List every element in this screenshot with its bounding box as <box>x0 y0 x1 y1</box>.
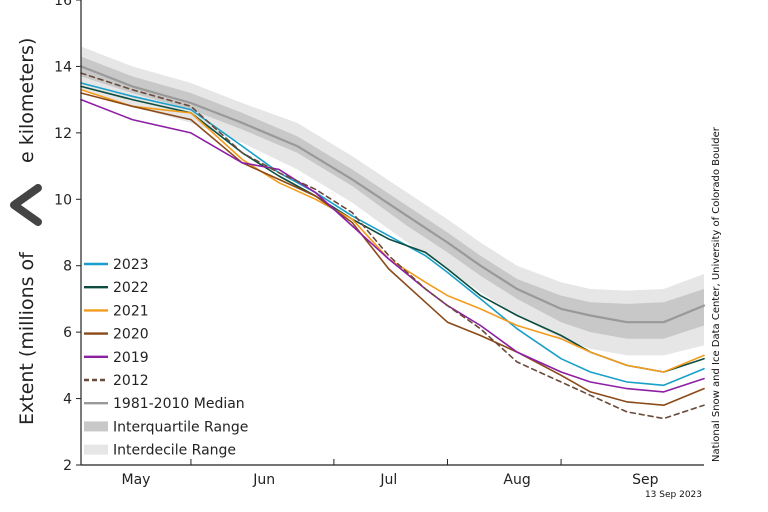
legend-label: Interquartile Range <box>113 419 248 435</box>
y-tick-label: 14 <box>54 59 72 75</box>
legend-label: 2019 <box>113 350 149 366</box>
chevron-left-icon[interactable] <box>5 183 49 227</box>
y-tick-label: 6 <box>63 325 72 341</box>
legend-entry-2020: 2020 <box>84 327 149 343</box>
series-line-2012 <box>80 72 705 420</box>
plot-frame <box>80 0 704 466</box>
legend-entry-2019: 2019 <box>84 350 149 366</box>
legend-entry-1981-2010-median: 1981-2010 Median <box>84 396 245 412</box>
legend-label: Interdecile Range <box>113 443 236 459</box>
y-tick-label: 12 <box>54 126 72 142</box>
x-tick-label-jun: Jun <box>252 472 275 488</box>
series-line-2021 <box>80 88 705 373</box>
legend-entry-interdecile-range: Interdecile Range <box>84 443 236 459</box>
plot-area <box>79 0 706 466</box>
legend-label: 2021 <box>113 303 149 319</box>
y-tick-label: 2 <box>63 458 72 474</box>
y-tick-label: 8 <box>63 259 72 275</box>
y-axis-label-part-2: e kilometers) <box>16 38 38 163</box>
x-tick-label-jul: Jul <box>379 472 397 488</box>
legend-label: 2023 <box>113 257 149 273</box>
x-tick-label-sep: Sep <box>632 472 659 488</box>
legend-label: 1981-2010 Median <box>113 396 245 412</box>
interquartile-range-band <box>81 56 704 339</box>
y-tick-label: 4 <box>63 392 72 408</box>
y-axis-label-tail: e kilometers) <box>16 38 38 163</box>
y-tick-label: 16 <box>54 0 72 9</box>
legend-swatch <box>84 421 108 432</box>
legend-entry-2022: 2022 <box>84 280 149 296</box>
series-line-2020 <box>80 92 705 407</box>
legend-entry-interquartile-range: Interquartile Range <box>84 419 248 435</box>
legend-entry-2021: 2021 <box>84 303 149 319</box>
series-line-1981-2010-median <box>79 65 706 324</box>
y-axis-label: Extent (millions of <box>16 251 38 425</box>
x-tick-label-may: May <box>121 472 150 488</box>
date-stamp: 13 Sep 2023 <box>645 490 702 500</box>
series-line-2023 <box>80 82 705 387</box>
legend-entry-2023: 2023 <box>84 257 149 273</box>
legend-label: 2022 <box>113 280 149 296</box>
legend-swatch <box>84 444 108 455</box>
legend: 2023 2022 2021 2020 2019 2012 1981-2010 Median… <box>84 257 248 459</box>
legend-label: 2020 <box>113 327 149 343</box>
series-lines <box>79 65 706 420</box>
x-tick-label-aug: Aug <box>503 472 530 488</box>
y-tick-label: 10 <box>54 192 72 208</box>
credit-text: National Snow and Ice Data Center, Unive… <box>711 126 722 462</box>
y-axis-ticks: 2 4 6 8 10 12 14 16 <box>54 0 81 474</box>
x-axis-ticks: May Jun Jul Aug Sep <box>121 472 658 488</box>
y-axis-label-part-1: Extent (millions of <box>16 251 38 425</box>
range-bands <box>81 46 704 356</box>
legend-label: 2012 <box>113 373 149 389</box>
legend-entry-2012: 2012 <box>84 373 149 389</box>
